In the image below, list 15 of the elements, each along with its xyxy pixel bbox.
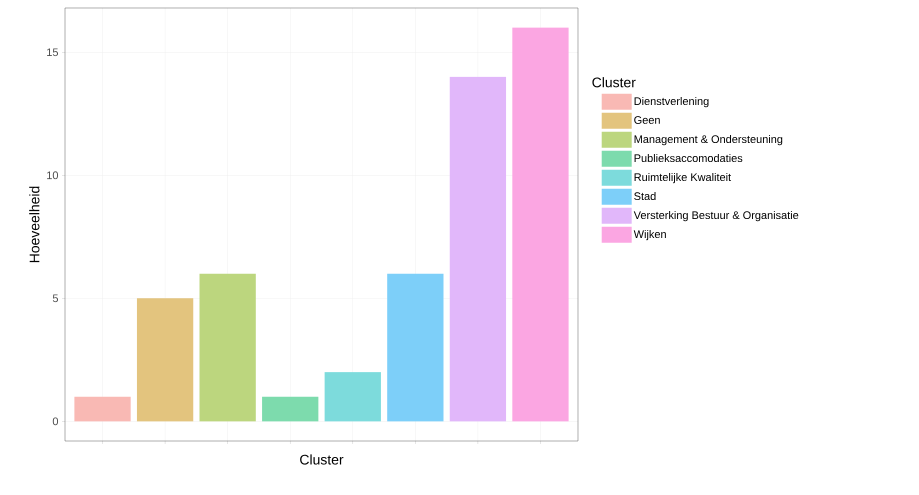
y-axis-title: Hoeveelheid [29,186,40,262]
y-tick-label: 10 [47,171,58,180]
legend-label: Geen [634,116,660,124]
y-tick-label: 5 [52,294,58,302]
x-axis-title: Cluster [300,454,344,465]
y-tick-label: 15 [47,48,58,56]
legend-label: Wijken [634,230,666,240]
legend-label: Ruimtelijke Kwaliteit [634,173,732,184]
legend-label: Dienstverlening [634,97,709,108]
legend-label: Versterking Bestuur & Organisatie [634,211,798,222]
legend-label: Management & Ondersteuning [634,135,782,146]
y-tick-label: 0 [52,417,58,426]
legend-label: Stad [634,192,656,200]
legend-title: Cluster [592,77,636,88]
legend-label: Publieksaccomodaties [634,154,742,162]
